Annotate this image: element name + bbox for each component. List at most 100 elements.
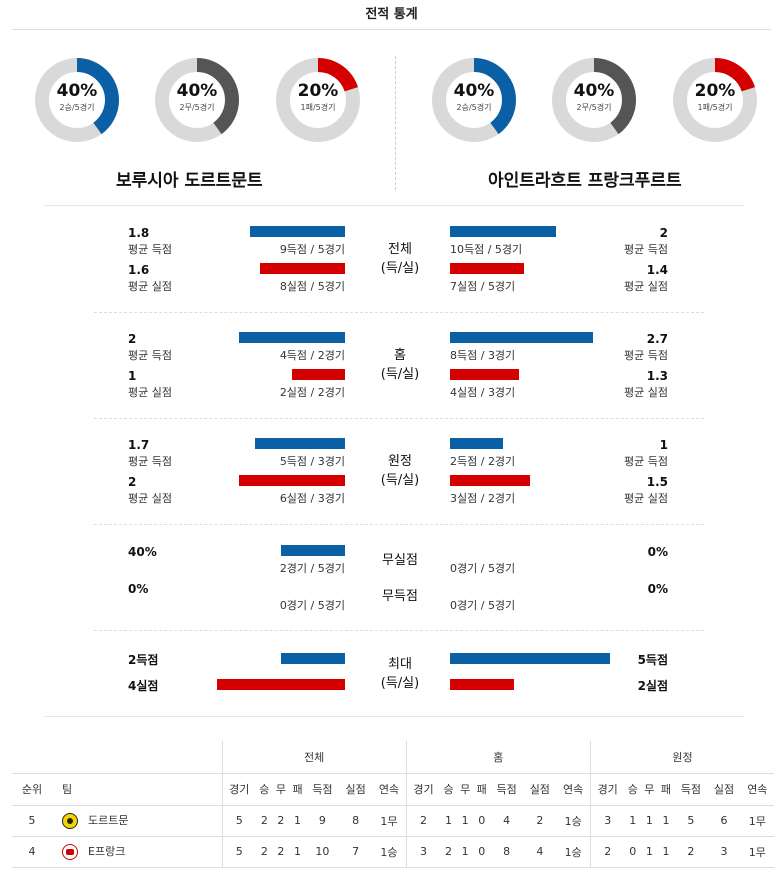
donut-subtext: 2승/5경기 <box>456 103 492 112</box>
column-header: 경기 <box>221 773 257 806</box>
record-donut: 40% 2무/5경기 <box>551 57 637 143</box>
score-bar <box>450 438 503 449</box>
stat-cell: 3 <box>707 836 741 868</box>
record-donut: 40% 2무/5경기 <box>154 57 240 143</box>
score-bar <box>254 438 345 449</box>
dortmund-logo-icon <box>62 813 78 829</box>
right-max-score: 5득점 <box>637 653 668 667</box>
concede-bar <box>260 263 345 274</box>
concede-bar <box>217 679 345 690</box>
stat-cell: 1 <box>456 836 474 868</box>
donut-arc <box>276 58 360 142</box>
bar-caption: 2득점 / 2경기 <box>450 455 516 468</box>
bar-caption: 10득점 / 5경기 <box>450 243 523 256</box>
score-bar <box>281 545 345 556</box>
left-avg-concede: 2 <box>128 475 137 489</box>
right-avg-concede: 1.3 <box>646 369 668 383</box>
team-cell[interactable]: E프랑크 <box>52 836 222 868</box>
stat-cell: 10 <box>305 836 339 868</box>
concede-bar <box>450 263 525 274</box>
column-header: 경기 <box>405 773 441 806</box>
column-header: 경기 <box>589 773 625 806</box>
score-bar <box>281 653 345 664</box>
stat-cell: 1 <box>289 805 306 837</box>
section-title-line2: (득/실) <box>380 473 420 488</box>
donut-subtext: 2무/5경기 <box>179 103 215 112</box>
column-header: 승 <box>440 773 457 806</box>
max-title: 최대 (득/실) <box>360 655 440 693</box>
bar-caption: 2경기 / 5경기 <box>279 562 345 575</box>
column-header: 실점 <box>523 773 557 806</box>
column-header: 패 <box>657 773 675 806</box>
right-avg-concede: 1.4 <box>646 263 668 277</box>
stat-cell: 2 <box>256 836 273 868</box>
left-avg-concede: 1 <box>128 369 137 383</box>
bar-caption: 2실점 / 2경기 <box>279 386 345 399</box>
stat-cell: 2 <box>405 805 441 837</box>
left-avg-concede: 1.6 <box>128 263 150 277</box>
right-avg-score: 2 <box>659 226 668 240</box>
frankfurt-logo-icon <box>62 844 78 860</box>
right-no-score-rate: 0% <box>647 582 668 596</box>
stat-cell: 1 <box>289 836 306 868</box>
score-bar <box>450 332 594 343</box>
group-home: 홈 <box>405 741 591 774</box>
rank-cell: 4 <box>12 836 52 868</box>
column-header: 무 <box>272 773 290 806</box>
right-avg-score-label: 평균 득점 <box>624 243 668 256</box>
column-header: 연속 <box>372 773 407 806</box>
stat-cell: 6 <box>707 805 741 837</box>
stat-cell: 3 <box>405 836 441 868</box>
stat-cell: 1 <box>440 805 457 837</box>
divider <box>94 524 704 525</box>
bar-caption: 3실점 / 2경기 <box>450 492 516 505</box>
section-title-line2: (득/실) <box>380 261 420 276</box>
left-avg-concede-label: 평균 실점 <box>128 280 172 293</box>
donut-arc <box>673 58 757 142</box>
stat-cell: 2 <box>589 836 625 868</box>
stat-cell: 2 <box>674 836 708 868</box>
head-team: 팀 <box>52 773 222 806</box>
stat-cell: 2 <box>523 805 557 837</box>
section-title: 홈 (득/실) <box>360 346 440 384</box>
right-avg-score-label: 평균 득점 <box>624 349 668 362</box>
left-avg-concede-label: 평균 실점 <box>128 492 172 505</box>
record-donut: 40% 2승/5경기 <box>431 57 517 143</box>
stat-cell: 5 <box>221 836 257 868</box>
right-avg-concede-label: 평균 실점 <box>624 280 668 293</box>
stat-cell: 7 <box>339 836 373 868</box>
team-cell[interactable]: 도르트문 <box>52 805 222 837</box>
stat-cell: 2 <box>256 805 273 837</box>
stat-cell: 5 <box>221 805 257 837</box>
stat-cell: 1무 <box>372 805 407 837</box>
right-avg-concede: 1.5 <box>646 475 668 489</box>
left-avg-score: 2 <box>128 332 137 346</box>
bar-caption: 8실점 / 5경기 <box>279 280 345 293</box>
stat-cell: 2 <box>272 805 290 837</box>
donut-percent: 40% <box>176 81 218 101</box>
left-max-score: 2득점 <box>128 653 159 667</box>
stat-cell: 1 <box>641 805 658 837</box>
stat-cell: 1 <box>624 805 642 837</box>
donut-arc <box>35 58 119 142</box>
rank-cell: 5 <box>12 805 52 837</box>
clean-sheet-title: 무실점 <box>382 553 418 568</box>
donut-arc <box>552 58 636 142</box>
column-header: 실점 <box>339 773 373 806</box>
stat-cell: 4 <box>490 805 524 837</box>
donut-subtext: 1패/5경기 <box>300 103 336 112</box>
score-bar <box>450 653 610 664</box>
team-divider <box>395 56 396 190</box>
head-rank: 순위 <box>12 773 52 806</box>
stat-cell: 1무 <box>740 836 774 868</box>
stat-cell: 1승 <box>556 805 591 837</box>
stat-cell: 9 <box>305 805 339 837</box>
bar-caption: 4실점 / 3경기 <box>450 386 516 399</box>
concede-bar <box>450 679 514 690</box>
stat-cell: 2 <box>440 836 457 868</box>
stat-cell: 3 <box>589 805 625 837</box>
donut-percent: 20% <box>297 81 339 101</box>
group-total: 전체 <box>221 741 407 774</box>
donut-percent: 40% <box>453 81 495 101</box>
left-avg-concede-label: 평균 실점 <box>128 386 172 399</box>
